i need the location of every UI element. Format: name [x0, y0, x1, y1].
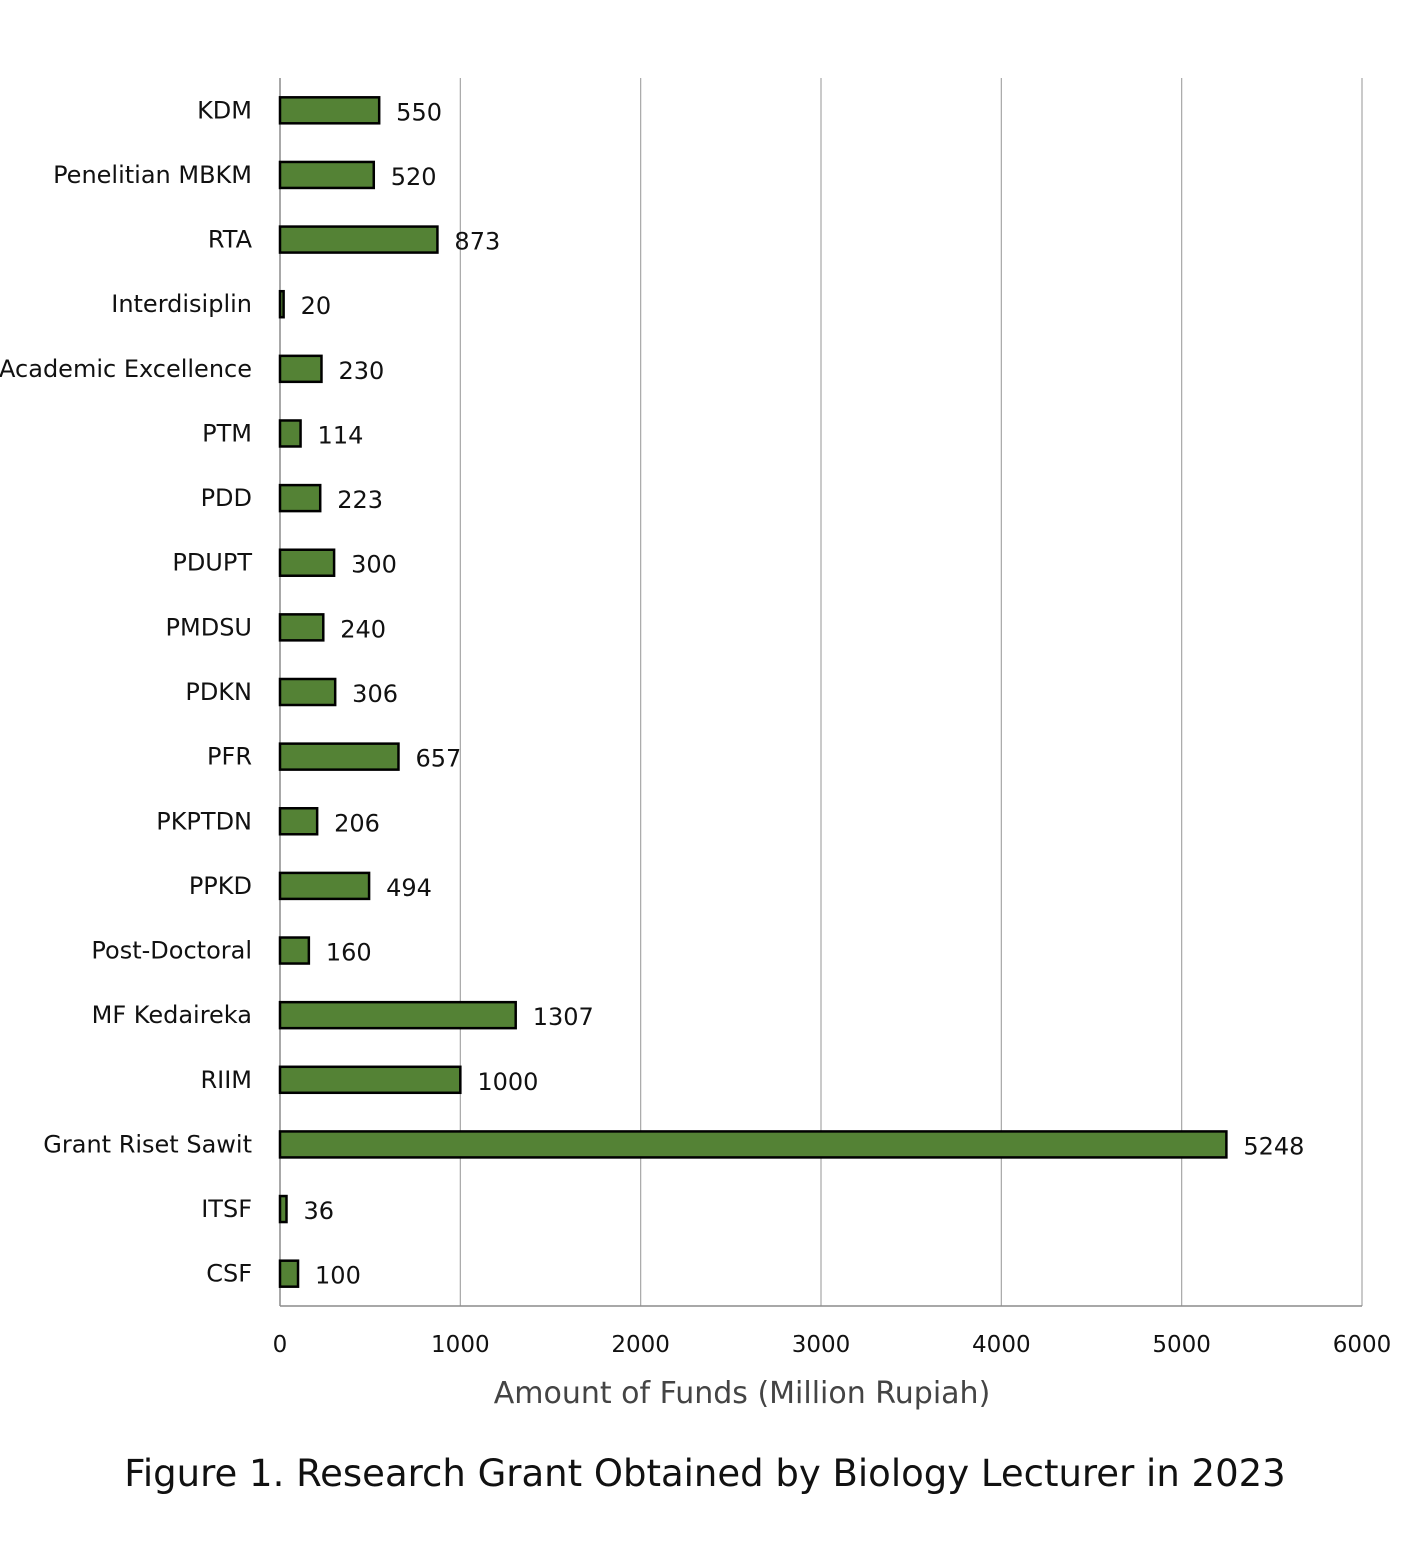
category-label: PKPTDN	[156, 807, 252, 835]
bars	[278, 96, 1228, 1288]
value-label: 5248	[1243, 1132, 1304, 1160]
bar	[278, 354, 323, 384]
category-label: Grant Riset Sawit	[43, 1130, 252, 1158]
value-label: 550	[396, 98, 442, 126]
category-label: PPKD	[189, 872, 252, 900]
bar-chart: KDM Penelitian MBKM RTA Interdisiplin Academ…	[0, 78, 1392, 1411]
value-label: 223	[337, 486, 383, 514]
value-label: 20	[301, 292, 332, 320]
value-label: 520	[391, 163, 437, 191]
category-label: PFR	[207, 743, 252, 771]
value-label: 114	[318, 421, 364, 449]
value-labels: 550 520 873 20 230 114 223 300 240 306 657 206 494 16…	[301, 98, 1305, 1289]
value-label: 306	[352, 680, 398, 708]
value-label: 36	[303, 1197, 334, 1225]
bar	[278, 871, 371, 901]
value-label: 1307	[533, 1003, 594, 1031]
bar	[278, 1130, 1228, 1159]
category-label: PDD	[201, 484, 252, 512]
category-label: Post-Doctoral	[91, 937, 252, 965]
bar	[278, 483, 322, 513]
bar	[278, 677, 337, 707]
category-label: MF Kedaireka	[92, 1001, 252, 1029]
x-tick-label: 0	[273, 1332, 288, 1358]
x-axis-title: Amount of Funds (Million Rupiah)	[494, 1376, 991, 1411]
value-label: 1000	[477, 1068, 538, 1096]
category-label: PDKN	[185, 678, 252, 706]
x-tick-label: 5000	[1152, 1332, 1211, 1358]
category-label: RTA	[208, 226, 253, 254]
bar	[278, 419, 302, 448]
bar	[278, 96, 381, 125]
bar	[278, 1065, 462, 1095]
bar	[278, 1000, 517, 1030]
value-label: 100	[315, 1262, 361, 1290]
value-label: 230	[338, 357, 384, 385]
category-label: Academic Excellence	[0, 355, 252, 383]
category-label: KDM	[197, 96, 252, 124]
figure-caption: Figure 1. Research Grant Obtained by Bio…	[124, 1452, 1286, 1495]
category-label: PDUPT	[172, 549, 252, 577]
x-tick-label: 2000	[611, 1332, 670, 1358]
category-label: ITSF	[201, 1195, 252, 1223]
x-tick-label: 4000	[972, 1332, 1031, 1358]
category-label: RIIM	[200, 1066, 252, 1094]
category-label: Interdisiplin	[111, 290, 252, 318]
category-labels: KDM Penelitian MBKM RTA Interdisiplin Academ…	[0, 96, 253, 1287]
value-label: 873	[454, 228, 500, 256]
category-label: CSF	[206, 1260, 252, 1288]
bar	[278, 1259, 300, 1288]
value-label: 206	[334, 809, 380, 837]
bar	[278, 225, 439, 254]
value-label: 160	[326, 939, 372, 967]
bar	[278, 807, 319, 836]
x-tick-label: 3000	[792, 1332, 851, 1358]
x-tick-labels: 0 1000 2000 3000 4000 5000 6000	[273, 1332, 1392, 1358]
category-label: PMDSU	[166, 613, 252, 641]
bar	[278, 160, 376, 190]
category-label: Penelitian MBKM	[53, 161, 252, 189]
gridlines	[279, 78, 1363, 1307]
bar	[278, 613, 325, 642]
category-label: PTM	[202, 419, 252, 447]
x-tick-label: 6000	[1333, 1332, 1392, 1358]
value-label: 494	[386, 874, 432, 902]
bar	[278, 936, 311, 965]
bar	[278, 1194, 288, 1224]
bar	[278, 742, 400, 771]
x-tick-label: 1000	[431, 1332, 490, 1358]
bar	[278, 548, 336, 577]
value-label: 300	[351, 551, 397, 579]
value-label: 240	[340, 615, 386, 643]
value-label: 657	[415, 745, 461, 773]
bar	[278, 289, 285, 319]
